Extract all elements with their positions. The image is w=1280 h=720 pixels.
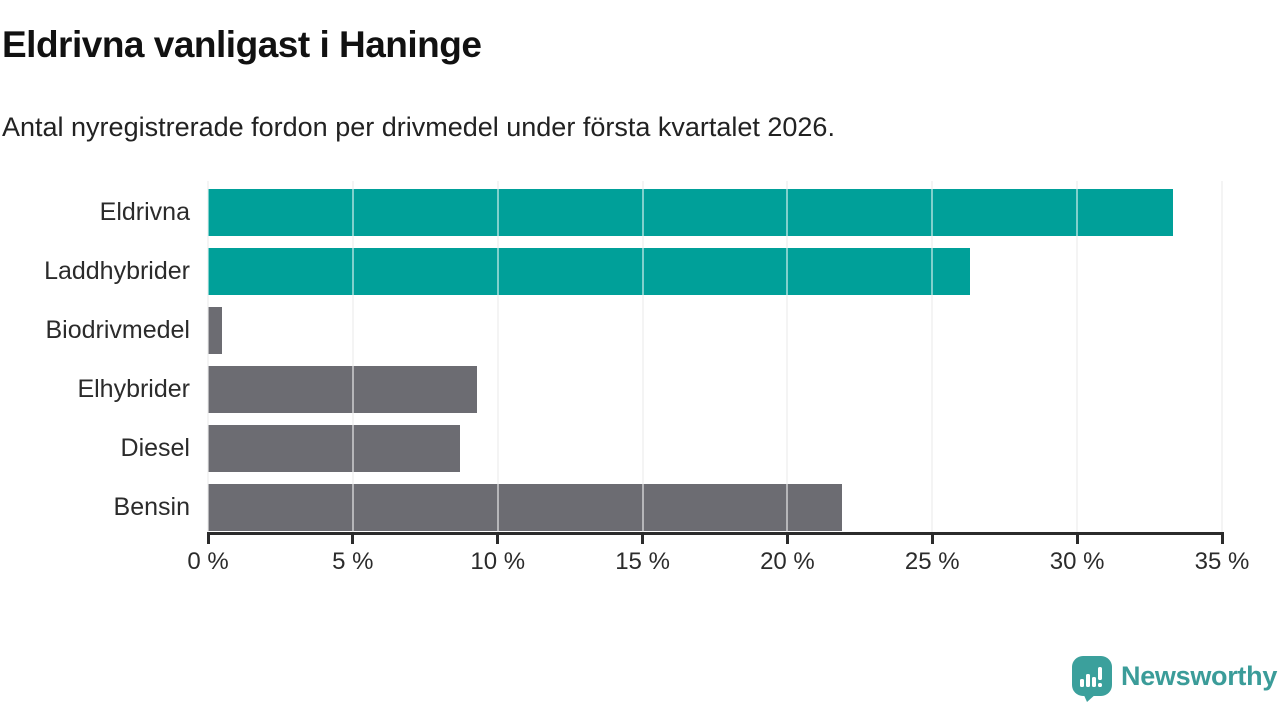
x-tick-label-20-percent: 20 % (760, 548, 815, 575)
x-tick-label-15-percent: 15 % (615, 548, 670, 575)
x-tick-20-percent (785, 535, 789, 544)
brand-logo: Newsworthy (1072, 656, 1277, 702)
x-tick-label-5-percent: 5 % (332, 548, 374, 575)
gridline-overlay-25-percent (931, 181, 934, 532)
category-label-laddhybrider: Laddhybrider (44, 257, 190, 286)
x-tick-label-25-percent: 25 % (904, 548, 960, 575)
category-label-biodrivmedel: Biodrivmedel (45, 316, 190, 345)
x-tick-label-30-percent: 30 % (1049, 548, 1105, 575)
gridline-overlay-0-percent (207, 181, 209, 532)
x-tick-35-percent (1220, 535, 1224, 544)
category-label-diesel: Diesel (120, 434, 190, 463)
x-tick-5-percent (351, 535, 355, 544)
gridline-overlay-5-percent (351, 181, 354, 532)
bar-elhybrider (208, 366, 478, 414)
gridline-overlay-15-percent (641, 181, 644, 532)
x-axis-line (207, 532, 1224, 535)
bar-diesel (208, 425, 461, 473)
x-tick-label-0-percent: 0 % (187, 548, 229, 575)
gridline-overlay-10-percent (496, 181, 499, 532)
x-tick-25-percent (930, 535, 934, 544)
bar-biodrivmedel (208, 307, 223, 355)
page-title: Eldrivna vanligast i Haninge (2, 24, 482, 65)
bar-laddhybrider (208, 248, 970, 296)
brand-wordmark: Newsworthy (1121, 661, 1278, 691)
newsworthy-speech-bubble-bar-chart-icon (1072, 656, 1112, 702)
gridline-overlay-35-percent (1221, 181, 1223, 532)
gridline-overlay-20-percent (786, 181, 789, 532)
x-tick-label-10-percent: 10 % (470, 548, 526, 575)
x-tick-15-percent (641, 535, 645, 544)
category-label-eldrivna: Eldrivna (99, 198, 190, 226)
x-tick-30-percent (1075, 535, 1079, 544)
x-tick-label-35-percent: 35 % (1194, 548, 1250, 575)
x-tick-0-percent (206, 535, 210, 544)
category-label-elhybrider: Elhybrider (77, 375, 190, 404)
bar-eldrivna (208, 189, 1173, 236)
category-label-bensin: Bensin (113, 493, 190, 522)
x-tick-10-percent (496, 535, 500, 544)
chart-subtitle: Antal nyregistrerade fordon per drivmede… (2, 112, 835, 142)
bar-bensin (208, 484, 843, 532)
gridline-overlay-30-percent (1076, 181, 1079, 532)
